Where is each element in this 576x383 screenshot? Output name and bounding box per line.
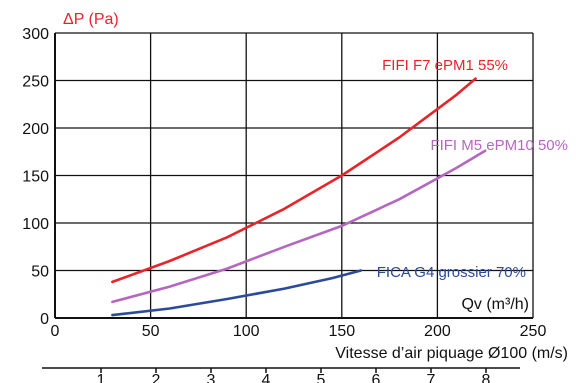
series-line	[111, 77, 477, 284]
x-tick-label: 0	[51, 323, 60, 340]
labels-group: FIFI F7 ePM1 55% FIFI M5 ePM10 50% FICA G4…	[377, 57, 568, 281]
x-tick-label: 50	[142, 323, 160, 340]
series-label: FIFI F7 ePM1 55%	[382, 57, 508, 74]
x2-tick-label: 7	[427, 372, 436, 383]
x-tick-label: 150	[328, 323, 355, 340]
y-tick-label: 100	[22, 216, 49, 233]
y-tick-label: 200	[22, 121, 49, 138]
series-line	[111, 149, 487, 304]
series-line	[111, 269, 363, 317]
y-axis-label: ΔP (Pa)	[63, 11, 119, 28]
x-tick-label: 200	[424, 323, 451, 340]
x-secondary-axis-label: Vitesse d’air piquage Ø100 (m/s)	[335, 345, 568, 362]
x2-tick-label: 3	[207, 372, 216, 383]
y-tick-label: 150	[22, 169, 49, 186]
x2-tick-label: 1	[97, 372, 106, 383]
x2-tick-label: 4	[262, 372, 271, 383]
grid	[54, 32, 534, 319]
axes: 0 50 100 150 200 250 300 0 50 100 150 200 250 1 2 3 4 5 6 7…	[22, 26, 546, 383]
x-axis-label: Qv (m³/h)	[461, 296, 529, 313]
series-label: FIFI M5 ePM10 50%	[430, 137, 568, 154]
y-tick-label: 250	[22, 74, 49, 91]
x2-tick-label: 6	[372, 372, 381, 383]
y-tick-label: 300	[22, 26, 49, 43]
y-tick-label: 50	[31, 264, 49, 281]
x2-tick-label: 5	[317, 372, 326, 383]
series-group	[111, 77, 487, 317]
x-tick-label: 250	[520, 323, 547, 340]
series-label: FICA G4 grossier 70%	[377, 264, 526, 281]
y-tick-label: 0	[40, 311, 49, 328]
x2-tick-label: 8	[482, 372, 491, 383]
x2-tick-label: 2	[152, 372, 161, 383]
x-tick-label: 100	[233, 323, 260, 340]
